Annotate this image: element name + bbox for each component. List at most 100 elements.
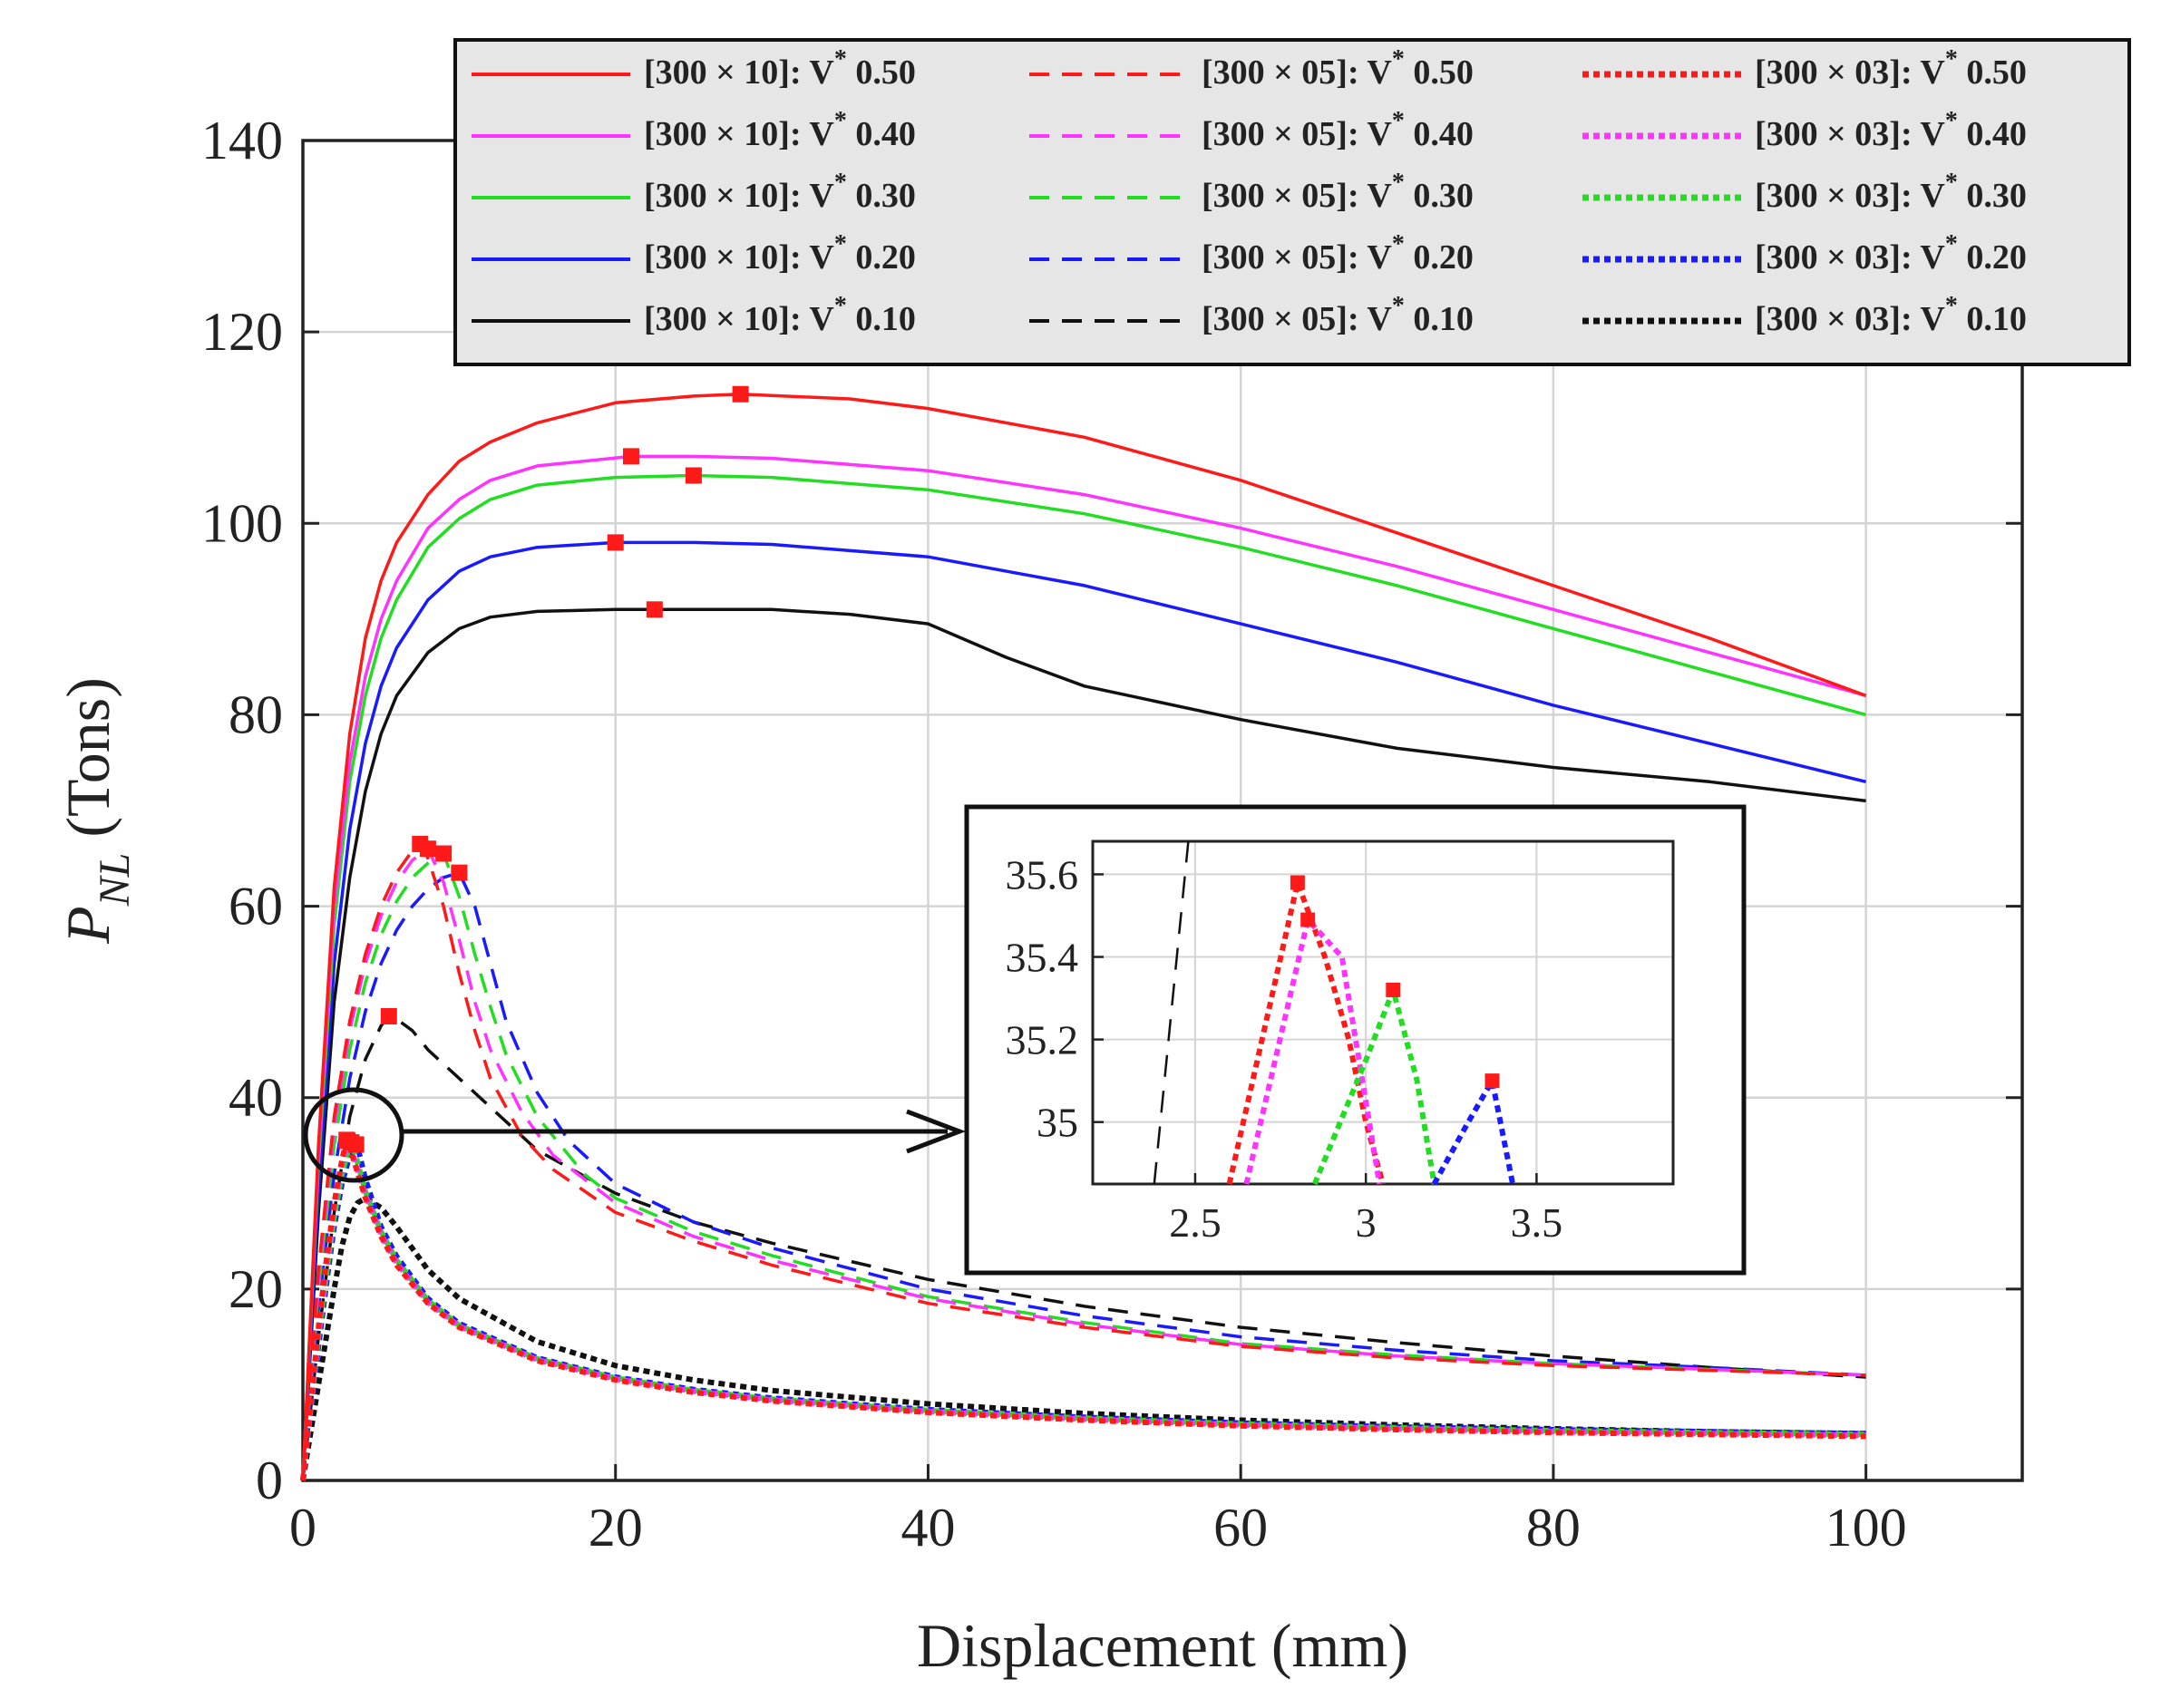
legend-label-superscript: * xyxy=(1945,292,1958,320)
legend-label-main: [300 × 05]: V xyxy=(1202,238,1392,277)
main-peak-markers xyxy=(338,385,749,1153)
peak-marker xyxy=(435,845,453,862)
inset-y-tick-label: 35 xyxy=(1037,1100,1078,1146)
legend-label: [300 × 05]: V* 0.10 xyxy=(1202,292,1474,338)
legend-label: [300 × 05]: V* 0.50 xyxy=(1202,45,1474,92)
x-tick-label: 0 xyxy=(289,1498,316,1558)
legend-label-main: [300 × 03]: V xyxy=(1755,115,1945,153)
legend-label-superscript: * xyxy=(834,169,847,197)
inset-axis-ticks: 2.5 3 3.5 35 35.2 35.4 35.6 xyxy=(1006,851,1563,1246)
inset-series-line xyxy=(1243,917,1383,1185)
legend-label-main: [300 × 05]: V xyxy=(1202,300,1392,338)
legend-label-main: [300 × 03]: V xyxy=(1755,300,1945,338)
y-axis-label-subscript: NL xyxy=(91,853,139,907)
legend-label: [300 × 03]: V* 0.50 xyxy=(1755,45,2027,92)
legend-label-value: 0.50 xyxy=(1958,53,2027,92)
series-line xyxy=(300,1195,1866,1481)
legend-label: [300 × 03]: V* 0.30 xyxy=(1755,169,2027,215)
legend-label-value: 0.30 xyxy=(847,177,916,215)
legend-label-value: 0.10 xyxy=(1405,300,1474,338)
legend-label-value: 0.40 xyxy=(1405,115,1474,153)
legend-label: [300 × 05]: V* 0.20 xyxy=(1202,230,1474,277)
inset-peak-marker xyxy=(1290,875,1305,890)
y-tick-label: 0 xyxy=(256,1451,283,1510)
legend-label-superscript: * xyxy=(834,230,847,258)
main-series-lines xyxy=(300,393,1867,1481)
peak-marker xyxy=(732,385,749,403)
legend-label-value: 0.50 xyxy=(1405,53,1474,92)
legend-label-value: 0.30 xyxy=(1958,177,2027,215)
legend-label-value: 0.50 xyxy=(847,53,916,92)
series-line xyxy=(301,454,1867,1481)
legend-label-main: [300 × 05]: V xyxy=(1202,177,1392,215)
series-line xyxy=(300,1137,1866,1481)
legend-label-value: 0.20 xyxy=(1405,238,1474,277)
x-tick-label: 20 xyxy=(589,1498,643,1558)
inset-series-line xyxy=(1153,840,1190,1185)
legend-label-main: [300 × 05]: V xyxy=(1202,115,1392,153)
y-axis-label-unit: (Tons) xyxy=(54,677,122,853)
series-line xyxy=(301,473,1867,1481)
inset-y-tick-label: 35.6 xyxy=(1006,851,1079,898)
series-line xyxy=(301,607,1866,1481)
legend-label-main: [300 × 10]: V xyxy=(644,53,834,92)
x-tick-label: 40 xyxy=(900,1498,955,1558)
y-axis-label-symbol: P xyxy=(54,906,122,945)
inset-x-tick-label: 2.5 xyxy=(1169,1199,1222,1246)
series-line xyxy=(301,847,1866,1481)
legend-label-value: 0.20 xyxy=(1958,238,2027,277)
legend-label-main: [300 × 03]: V xyxy=(1755,53,1945,92)
peak-marker xyxy=(380,1007,397,1024)
inset-y-tick-label: 35.2 xyxy=(1006,1017,1079,1063)
series-line xyxy=(301,393,1867,1481)
legend-box xyxy=(453,38,2131,366)
legend-label-superscript: * xyxy=(834,292,847,320)
legend-label-value: 0.10 xyxy=(847,300,916,338)
legend-label-value: 0.30 xyxy=(1405,177,1474,215)
y-tick-label: 100 xyxy=(201,493,283,553)
legend-label-main: [300 × 10]: V xyxy=(644,115,834,153)
y-tick-label: 40 xyxy=(229,1068,283,1128)
inset-peak-markers xyxy=(1290,875,1500,1089)
legend-label-superscript: * xyxy=(1392,45,1405,73)
x-axis-label: Displacement (mm) xyxy=(917,1611,1408,1680)
legend-label: [300 × 05]: V* 0.40 xyxy=(1202,107,1474,153)
inset-x-tick-label: 3.5 xyxy=(1511,1199,1563,1246)
legend-label-value: 0.20 xyxy=(847,238,916,277)
legend-label-main: [300 × 03]: V xyxy=(1755,238,1945,277)
legend-label-main: [300 × 05]: V xyxy=(1202,53,1392,92)
legend-label-main: [300 × 10]: V xyxy=(644,177,834,215)
legend-label-main: [300 × 10]: V xyxy=(644,300,834,338)
series-line xyxy=(301,540,1867,1481)
legend-label: [300 × 10]: V* 0.50 xyxy=(644,45,916,92)
zoom-arrow-head xyxy=(906,1109,967,1154)
legend-label: [300 × 03]: V* 0.10 xyxy=(1755,292,2027,338)
y-axis-label: PNL (Tons) xyxy=(54,677,139,945)
y-tick-label: 20 xyxy=(229,1259,283,1319)
legend-label-superscript: * xyxy=(1392,230,1405,258)
legend-label-superscript: * xyxy=(1392,169,1405,197)
peak-marker xyxy=(347,1136,365,1153)
inset-peak-marker xyxy=(1386,982,1401,997)
series-line xyxy=(301,842,1866,1481)
series-line xyxy=(301,1014,1866,1481)
peak-marker xyxy=(607,534,624,551)
inset-x-tick-label: 3 xyxy=(1356,1199,1377,1246)
zoom-circle xyxy=(303,1087,404,1183)
legend-label-superscript: * xyxy=(834,45,847,73)
legend-label: [300 × 03]: V* 0.20 xyxy=(1755,230,2027,277)
legend-label: [300 × 10]: V* 0.40 xyxy=(644,107,916,153)
legend-label-superscript: * xyxy=(1945,230,1958,258)
peak-marker xyxy=(646,601,663,618)
legend-label-value: 0.40 xyxy=(1958,115,2027,153)
series-line xyxy=(301,851,1866,1481)
x-tick-label: 60 xyxy=(1213,1498,1268,1558)
inset-peak-marker xyxy=(1484,1073,1500,1089)
legend: [300 × 10]: V* 0.50[300 × 10]: V* 0.40[3… xyxy=(472,45,2027,338)
y-tick-label: 140 xyxy=(201,111,283,170)
inset-y-tick-label: 35.4 xyxy=(1006,935,1079,981)
inset-series-line xyxy=(1431,1078,1516,1186)
peak-marker xyxy=(622,448,639,465)
y-tick-label: 120 xyxy=(201,302,283,362)
